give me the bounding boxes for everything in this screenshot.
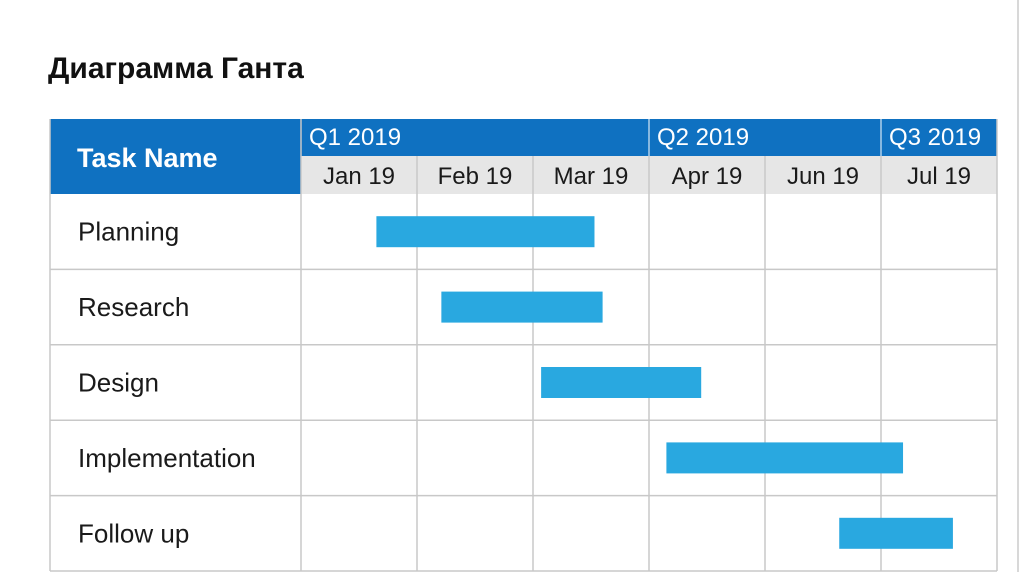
task-label: Research — [78, 292, 189, 322]
task-bar — [376, 216, 595, 248]
task-name-header: Task Name — [77, 143, 218, 173]
month-label: Jul 19 — [907, 163, 971, 190]
task-bar — [541, 367, 702, 398]
month-label: Jan 19 — [323, 163, 395, 190]
task-bar — [666, 442, 904, 474]
task-label: Follow up — [78, 518, 189, 548]
quarter-label: Q2 2019 — [657, 124, 749, 151]
task-bar — [839, 517, 953, 549]
task-label: Planning — [78, 217, 179, 247]
task-name-header-cell — [50, 119, 301, 194]
month-label: Mar 19 — [554, 163, 629, 190]
month-label: Apr 19 — [672, 163, 743, 190]
quarter-label: Q3 2019 — [889, 124, 981, 151]
quarter-label: Q1 2019 — [309, 124, 401, 151]
task-bar — [441, 291, 603, 323]
month-label: Feb 19 — [438, 163, 513, 190]
task-label: Design — [78, 368, 159, 398]
slide-title: Диаграмма Ганта — [48, 52, 304, 85]
task-label: Implementation — [78, 443, 256, 473]
month-label: Jun 19 — [787, 163, 859, 190]
